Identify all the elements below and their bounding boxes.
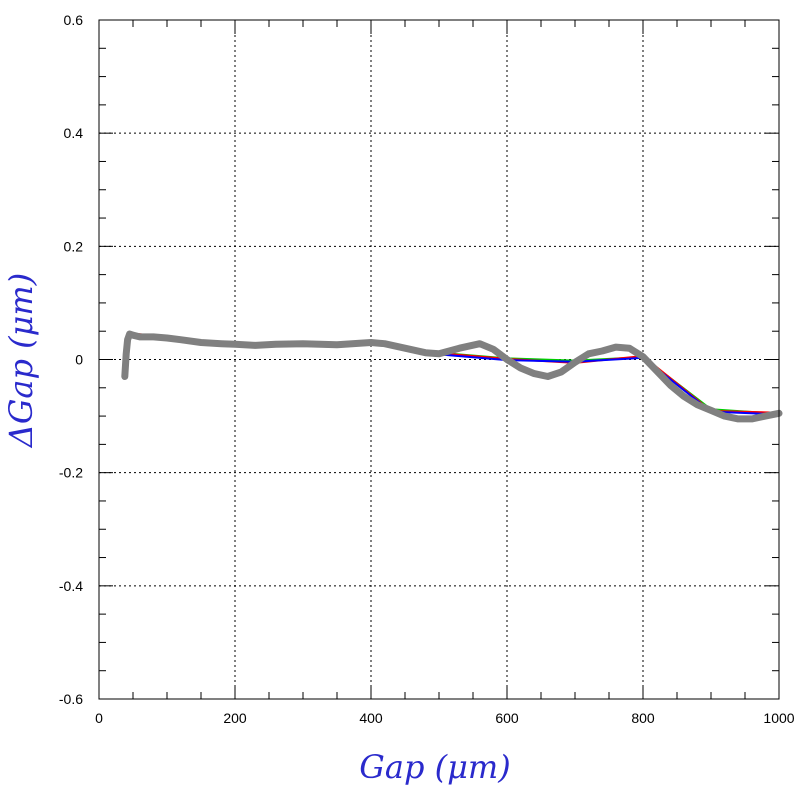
y-axis-title: ΔGap (μm) [2,273,40,450]
x-tick-label: 600 [495,710,519,726]
x-tick-label: 0 [95,710,103,726]
y-tick-label: -0.2 [59,465,83,481]
y-tick-labels: -0.6 -0.4 -0.2 0 0.2 0.4 0.6 [59,12,83,707]
x-tick-label: 1000 [763,710,794,726]
y-tick-label: 0 [75,352,83,368]
plot-frame [98,19,780,700]
x-tick-label: 200 [223,710,247,726]
x-tick-labels: 0 200 400 600 800 1000 [95,710,795,726]
x-axis-title: Gap (μm) [359,748,510,786]
y-tick-label: 0.6 [64,12,84,28]
series-line-0 [121,330,783,423]
x-tick-label: 400 [359,710,383,726]
y-tick-label: -0.6 [59,691,83,707]
y-tick-label: -0.4 [59,578,83,594]
y-tick-label: 0.2 [64,238,84,254]
x-tick-label: 800 [631,710,655,726]
series-lines [121,330,783,423]
grid-lines [99,20,779,699]
y-tick-label: 0.4 [64,125,84,141]
